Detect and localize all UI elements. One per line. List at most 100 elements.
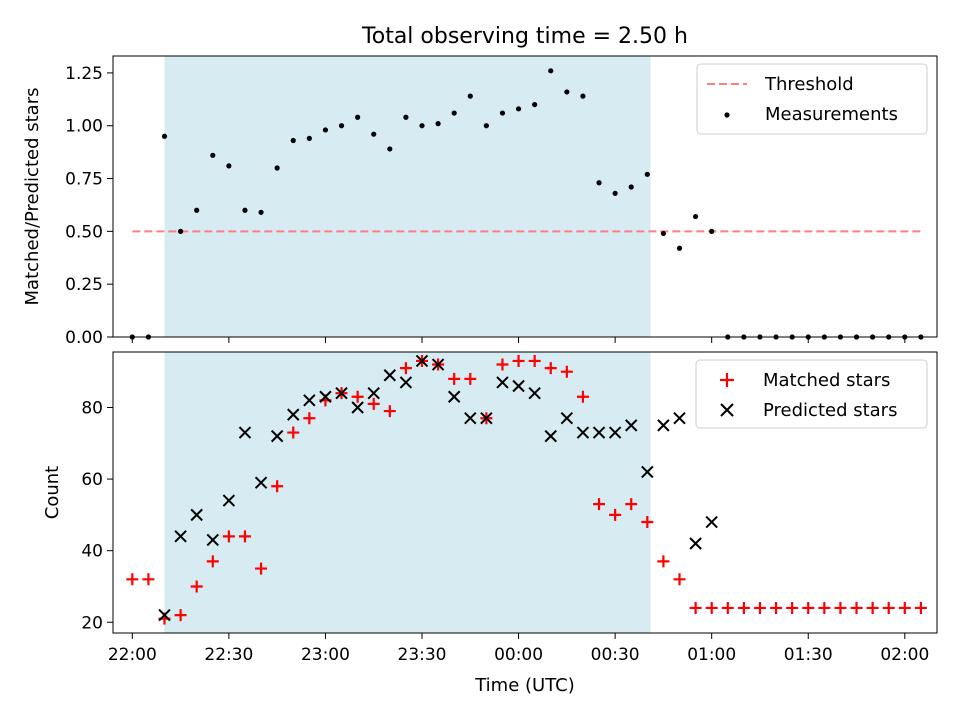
measurement-point — [532, 101, 538, 108]
bottom-xtick-label: 01:30 — [784, 645, 833, 665]
matched-star-marker — [464, 372, 477, 385]
matched-star-marker — [770, 601, 783, 614]
predicted-star-marker — [415, 354, 429, 368]
matched-star-marker — [609, 508, 622, 521]
predicted-star-marker — [367, 386, 380, 400]
matched-star-marker — [142, 573, 155, 586]
legend-measurement-swatch — [724, 112, 730, 118]
bottom-panel: 20 40 60 80 22:00 22:30 23:00 23:30 00:00 00:30 01… — [42, 351, 938, 696]
matched-star-marker — [673, 573, 686, 586]
measurement-point — [403, 114, 409, 120]
matched-star-marker — [126, 573, 139, 586]
matched-star-marker — [850, 601, 863, 614]
matched-star-marker — [303, 412, 316, 425]
top-ytick-label: 0.25 — [65, 275, 103, 295]
predicted-star-marker — [238, 426, 252, 439]
measurement-point — [226, 163, 232, 169]
top-legend-box — [696, 63, 928, 135]
bottom-ytick-label: 60 — [81, 470, 103, 490]
measurement-point — [628, 184, 634, 190]
top-axes-frame — [112, 55, 938, 338]
bottom-axis-ticks: 20 40 60 80 22:00 22:30 23:00 23:30 00:00 00:30 01… — [81, 398, 929, 665]
matched-star-marker — [560, 365, 573, 378]
matched-star-marker — [383, 405, 396, 418]
measurement-point — [435, 121, 441, 127]
matched-star-marker — [496, 358, 509, 371]
bottom-xtick-label: 22:00 — [108, 645, 157, 665]
matched-star-marker — [786, 601, 799, 614]
bottom-xtick-label: 23:00 — [301, 645, 350, 665]
measurement-point — [467, 93, 473, 99]
predicted-star-marker — [464, 412, 477, 425]
legend-predicted-label: Predicted stars — [763, 400, 897, 421]
top-axis-ticks: 0.00 0.25 0.50 0.75 1.00 1.25 — [65, 64, 906, 348]
bottom-highlight-band — [164, 352, 651, 633]
measurement-point — [451, 110, 457, 116]
legend-measurements-label: Measurements — [765, 104, 898, 125]
matched-star-marker — [834, 601, 847, 614]
predicted-star-marker — [287, 408, 300, 421]
predicted-star-marker — [576, 426, 590, 439]
predicted-star-marker — [383, 369, 397, 382]
top-legend: Threshold Measurements — [696, 63, 928, 135]
matched-star-marker — [737, 601, 750, 614]
predicted-star-marker — [351, 401, 364, 414]
matched-star-marker — [705, 601, 718, 614]
matched-star-marker — [721, 601, 734, 614]
measurement-point — [371, 131, 377, 137]
matched-star-marker — [753, 601, 766, 614]
top-ytick-label: 0.00 — [65, 328, 103, 348]
matched-star-marker — [641, 516, 654, 529]
matched-star-marker — [882, 601, 895, 614]
legend-matched-label: Matched stars — [763, 370, 890, 391]
measurement-point — [548, 68, 554, 74]
measurement-points — [129, 68, 924, 340]
bottom-ytick-label: 20 — [81, 613, 103, 633]
predicted-star-marker — [399, 376, 413, 389]
measurement-point — [274, 165, 280, 171]
measurement-point — [355, 114, 361, 120]
matched-star-marker — [222, 530, 235, 543]
measurement-point — [499, 110, 506, 116]
predicted-star-marker — [705, 515, 718, 529]
x-axis-label: Time (UTC) — [474, 675, 575, 696]
matched-star-marker — [593, 498, 606, 511]
matched-star-marker — [528, 354, 541, 367]
top-highlight-band — [164, 56, 651, 337]
matched-star-marker — [625, 498, 638, 511]
matched-star-marker — [206, 555, 219, 568]
legend-matched-swatch — [720, 373, 734, 387]
predicted-star-marker — [319, 390, 332, 403]
matched-star-marker — [399, 362, 412, 375]
bottom-ytick-label: 80 — [81, 398, 103, 418]
measurement-point — [644, 171, 650, 177]
matched-star-marker — [914, 601, 927, 614]
predicted-star-marker — [303, 394, 316, 407]
predicted-star-marker — [560, 412, 574, 425]
predicted-star-marker — [625, 419, 638, 432]
chart-title: Total observing time = 2.50 h — [361, 24, 688, 49]
measurement-point — [242, 207, 248, 213]
bottom-y-axis-label: Count — [42, 466, 63, 519]
matched-star-marker — [367, 397, 380, 410]
predicted-star-marker — [608, 426, 622, 439]
matched-star-marker — [238, 530, 251, 543]
matched-star-marker — [190, 580, 203, 593]
measurement-point — [515, 106, 522, 112]
measurement-point — [676, 245, 683, 251]
bottom-xtick-label: 00:00 — [494, 645, 543, 665]
predicted-star-marker — [673, 412, 686, 425]
matched-star-marker — [512, 354, 525, 367]
matched-star-marker — [174, 609, 187, 622]
measurement-point — [210, 152, 216, 158]
bottom-xtick-label: 00:30 — [591, 645, 640, 665]
measurement-point — [612, 190, 618, 196]
bottom-xtick-label: 02:00 — [880, 645, 929, 665]
predicted-star-marker — [270, 429, 284, 443]
bottom-axes-frame — [112, 351, 938, 634]
measurement-point — [709, 228, 715, 234]
predicted-star-marker — [190, 508, 203, 522]
matched-star-marker — [271, 480, 284, 493]
measurement-point — [387, 146, 393, 152]
